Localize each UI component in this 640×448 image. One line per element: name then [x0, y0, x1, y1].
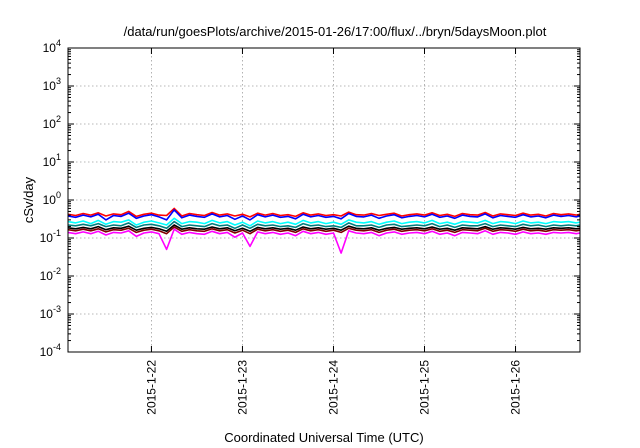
- y-tick-base: 10: [40, 307, 54, 321]
- y-tick-exponent: 4: [56, 38, 61, 48]
- series-line-6: [67, 226, 581, 235]
- series-line-3: [67, 217, 581, 227]
- series-line-7: [67, 228, 581, 254]
- x-tick-label: 2015-1-23: [235, 360, 249, 415]
- x-tick-label: 2015-1-22: [144, 360, 158, 415]
- y-tick-label: 10-2: [40, 266, 61, 283]
- plot-frame: [67, 47, 581, 353]
- y-tick-exponent: 3: [56, 76, 61, 86]
- y-tick-exponent: -4: [53, 342, 61, 352]
- grid-lines: [68, 48, 580, 352]
- series-line-5: [67, 224, 581, 233]
- tick-labels: 10-410-310-210-11001011021031042015-1-22…: [40, 38, 523, 415]
- y-tick-base: 10: [43, 193, 57, 207]
- y-tick-base: 10: [43, 117, 57, 131]
- y-tick-exponent: 1: [56, 152, 61, 162]
- y-tick-label: 100: [43, 190, 61, 207]
- y-tick-exponent: -1: [53, 228, 61, 238]
- y-tick-label: 104: [43, 38, 61, 55]
- chart-title: /data/run/goesPlots/archive/2015-01-26/1…: [124, 24, 547, 39]
- y-tick-label: 103: [43, 76, 61, 93]
- y-tick-base: 10: [43, 155, 57, 169]
- y-tick-label: 102: [43, 114, 61, 131]
- y-axis-label: cSv/day: [21, 176, 36, 223]
- series-lines: [67, 207, 581, 254]
- x-tick-label: 2015-1-24: [326, 360, 340, 415]
- y-tick-exponent: 2: [56, 114, 61, 124]
- series-line-2: [67, 209, 581, 221]
- x-axis-label: Coordinated Universal Time (UTC): [224, 430, 423, 445]
- y-tick-label: 10-3: [40, 304, 61, 321]
- y-tick-label: 10-4: [40, 342, 61, 359]
- y-tick-exponent: 0: [56, 190, 61, 200]
- y-tick-label: 101: [43, 152, 61, 169]
- y-tick-base: 10: [40, 269, 54, 283]
- series-line-1: [67, 207, 581, 218]
- y-tick-base: 10: [40, 231, 54, 245]
- y-tick-label: 10-1: [40, 228, 61, 245]
- y-tick-base: 10: [43, 79, 57, 93]
- y-tick-exponent: -2: [53, 266, 61, 276]
- y-tick-base: 10: [40, 345, 54, 359]
- y-tick-exponent: -3: [53, 304, 61, 314]
- x-tick-label: 2015-1-25: [418, 360, 432, 415]
- series-line-4: [67, 220, 581, 230]
- x-tick-label: 2015-1-26: [509, 360, 523, 415]
- y-tick-base: 10: [43, 41, 57, 55]
